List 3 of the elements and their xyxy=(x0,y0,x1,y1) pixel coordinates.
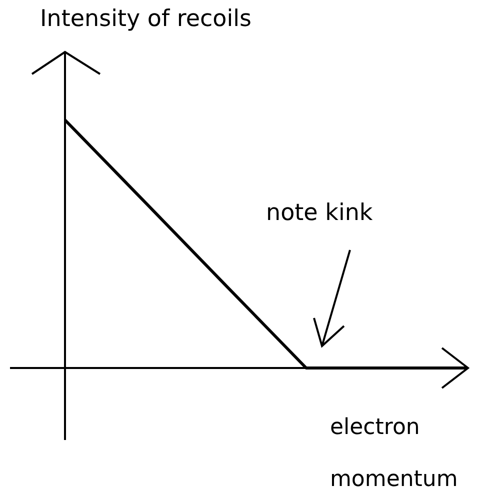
annotation: note kink xyxy=(266,200,373,226)
text: electron momentum xyxy=(330,415,458,492)
chart-title: Intensity of recoils xyxy=(40,6,252,32)
